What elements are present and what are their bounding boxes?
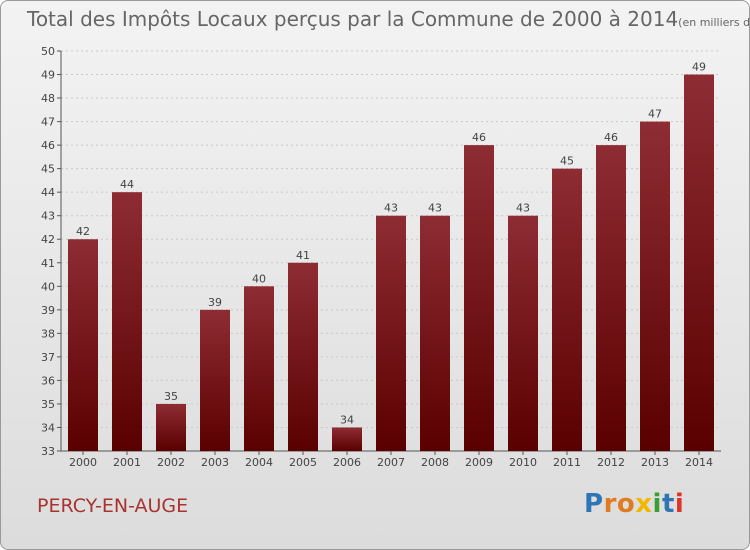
y-tick-label: 39 [41,304,55,317]
y-tick-label: 42 [41,233,55,246]
x-tick-label: 2000 [69,456,97,469]
bar [200,309,230,451]
bar-value-label: 46 [472,131,486,144]
commune-name: PERCY-EN-AUGE [37,495,189,517]
bar-value-label: 43 [428,202,442,215]
y-tick-label: 46 [41,139,55,152]
bar [288,262,318,451]
logo-letter: i [674,489,685,519]
logo-letter: t [661,489,675,519]
bar [332,427,362,451]
x-tick-label: 2004 [245,456,273,469]
x-tick-label: 2009 [465,456,493,469]
y-tick-label: 35 [41,398,55,411]
logo-letter: P [584,489,604,519]
proxiti-logo[interactable]: Proxiti [584,489,684,519]
bar-value-label: 39 [208,296,222,309]
bar [376,215,406,451]
logo-letter: i [652,489,662,519]
bar-value-label: 35 [164,390,178,403]
y-tick-label: 44 [41,186,55,199]
y-tick-label: 40 [41,280,55,293]
y-tick-label: 49 [41,69,55,82]
logo-letter: o [616,489,636,519]
bar [156,403,186,451]
bar [420,215,450,451]
y-tick-label: 47 [41,116,55,129]
x-tick-label: 2007 [377,456,405,469]
y-tick-label: 34 [41,421,55,434]
bar-value-label: 42 [76,225,90,238]
x-tick-label: 2006 [333,456,361,469]
bar [508,215,538,451]
x-tick-label: 2011 [553,456,581,469]
unit-label: (en milliers d'€) [678,16,750,29]
x-tick-label: 2012 [597,456,625,469]
y-tick-label: 38 [41,327,55,340]
bar-value-label: 43 [516,202,530,215]
y-tick-label: 50 [41,45,55,58]
x-tick-label: 2008 [421,456,449,469]
bar-value-label: 41 [296,249,310,262]
bar [464,145,494,451]
bar [112,192,142,452]
bar [596,145,626,451]
bar-value-label: 45 [560,155,574,168]
y-tick-label: 37 [41,351,55,364]
x-tick-label: 2001 [113,456,141,469]
bar [552,168,582,451]
bar-value-label: 34 [340,413,354,426]
bar-value-label: 40 [252,272,266,285]
bar-value-label: 49 [692,61,706,74]
bar-value-label: 46 [604,131,618,144]
x-tick-label: 2005 [289,456,317,469]
y-tick-label: 43 [41,210,55,223]
y-tick-label: 33 [41,445,55,458]
bar [640,121,670,452]
logo-letter: r [603,489,617,519]
bar-value-label: 47 [648,108,662,121]
bar [684,74,714,451]
x-tick-label: 2013 [641,456,669,469]
chart-title: Total des Impôts Locaux perçus par la Co… [27,7,750,31]
y-tick-label: 45 [41,163,55,176]
x-tick-label: 2003 [201,456,229,469]
y-tick-label: 41 [41,257,55,270]
bar-value-label: 43 [384,202,398,215]
bar-value-label: 44 [120,178,134,191]
y-tick-label: 36 [41,374,55,387]
logo-letter: x [635,489,653,519]
bar [68,239,98,451]
x-tick-label: 2014 [685,456,713,469]
y-tick-label: 48 [41,92,55,105]
bar [244,286,274,451]
x-tick-label: 2002 [157,456,185,469]
x-tick-label: 2010 [509,456,537,469]
